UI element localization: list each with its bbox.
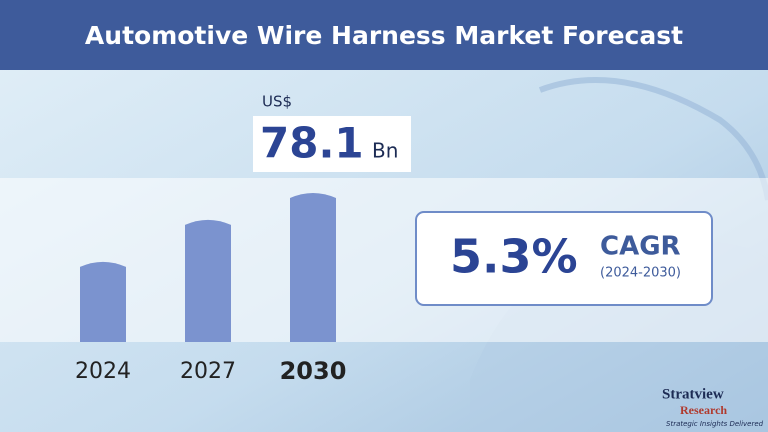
cagr-box	[415, 211, 713, 306]
value-box	[253, 116, 411, 172]
value-callout: 78.1	[260, 119, 364, 168]
x-tick-label: 2024	[75, 359, 131, 384]
cagr-value: 5.3%	[450, 230, 578, 284]
x-tick-label: 2027	[180, 359, 236, 384]
logo-name: Stratview	[662, 386, 724, 402]
cagr-period: (2024-2030)	[600, 266, 681, 281]
value-unit: Bn	[372, 139, 398, 163]
logo-tagline: Strategic Insights Delivered	[666, 420, 764, 428]
value-prefix: US$	[262, 93, 292, 111]
cagr-label: CAGR	[600, 232, 681, 262]
bar	[185, 219, 231, 342]
header	[0, 0, 768, 70]
bar	[290, 193, 336, 342]
logo-sub: Research	[680, 403, 727, 417]
bar	[80, 261, 126, 342]
harness-decoration	[538, 77, 768, 201]
chart-title: Automotive Wire Harness Market Forecast	[85, 21, 683, 50]
x-tick-label: 2030	[280, 357, 347, 385]
